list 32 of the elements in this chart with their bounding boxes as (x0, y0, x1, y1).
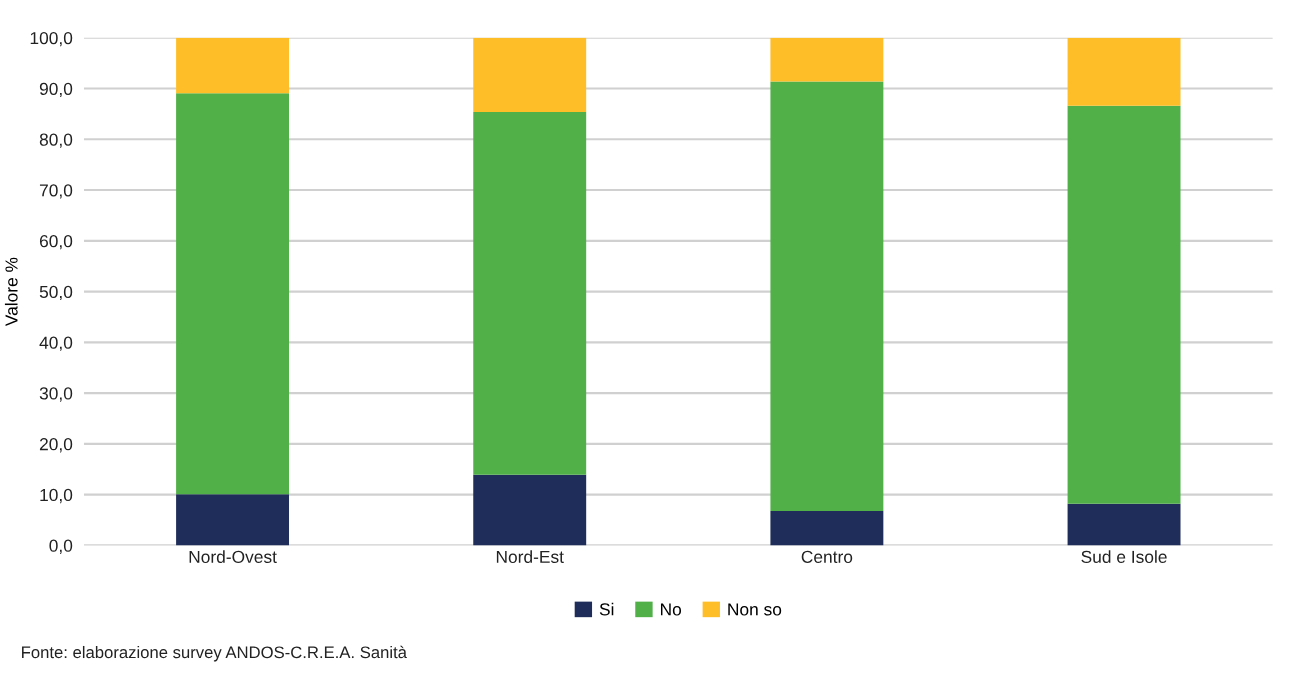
y-tick-label: 10,0 (40, 488, 73, 504)
bar (473, 37, 587, 112)
x-tick-label: Sud e Isole (1081, 550, 1167, 564)
y-tick-label: 90,0 (39, 82, 73, 98)
y-tick-label: 50,0 (39, 285, 73, 301)
bar (1067, 503, 1181, 546)
y-tick-label: 80,0 (39, 133, 73, 148)
legend-label: Non so (728, 603, 782, 616)
legend-label: Si (599, 602, 614, 616)
y-tick-label: 40,0 (39, 336, 73, 351)
bar (770, 81, 884, 511)
y-tick-label: 70,0 (39, 184, 73, 199)
bar (1067, 105, 1181, 504)
x-tick-label: Nord-Ovest (189, 550, 277, 564)
y-tick-label: 30,0 (39, 387, 73, 402)
y-tick-label: 60,0 (39, 235, 73, 250)
y-tick-label: 20,0 (39, 438, 73, 453)
y-tick-label: 100,0 (30, 31, 73, 47)
bar (473, 111, 587, 475)
y-tick-label: 0,0 (49, 539, 73, 554)
y-axis-title: Valore % (4, 257, 18, 327)
x-tick-label: Nord-Est (496, 550, 564, 564)
x-tick-label: Centro (801, 550, 853, 564)
bar (176, 494, 290, 546)
bar (176, 93, 290, 495)
bar (770, 510, 884, 546)
bar (1067, 37, 1181, 106)
bar (176, 37, 290, 94)
bar (770, 37, 884, 82)
source-note: Fonte: elaborazione survey ANDOS-C.R.E.A. Sanità (22, 645, 407, 662)
legend-label: No (661, 603, 682, 616)
bar (473, 474, 587, 546)
